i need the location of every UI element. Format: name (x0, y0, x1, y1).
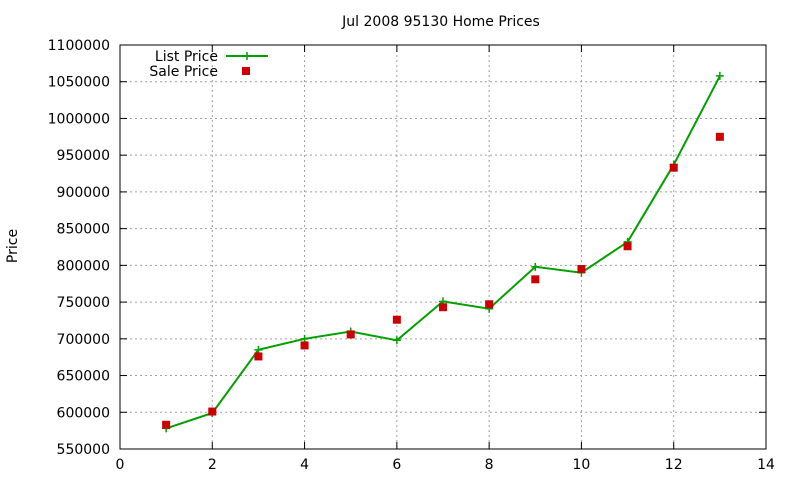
x-tick-label: 6 (392, 457, 401, 473)
sale-price-point (669, 163, 678, 172)
sale-price-point (485, 300, 494, 309)
sale-price-point (300, 341, 309, 350)
legend-marker-list-price (243, 52, 251, 60)
x-tick-label: 8 (485, 457, 494, 473)
sale-price-point (623, 242, 632, 251)
y-tick-label: 1050000 (48, 75, 110, 91)
sale-price-point (577, 265, 586, 274)
y-tick-label: 950000 (57, 148, 110, 164)
sale-price-point (162, 420, 171, 429)
y-tick-label: 550000 (57, 442, 110, 458)
grid (120, 45, 766, 449)
y-tick-label: 800000 (57, 258, 110, 274)
chart-title: Jul 2008 95130 Home Prices (341, 14, 540, 30)
sale-price-point (346, 330, 355, 339)
y-axis-label: Price (5, 229, 21, 263)
legend-label-list-price: List Price (155, 49, 218, 65)
sale-price-point (208, 407, 217, 416)
legend-marker-sale-price (242, 67, 250, 75)
y-tick-label: 750000 (57, 295, 110, 311)
list-price-point (715, 71, 724, 80)
list-price-point (531, 262, 540, 271)
x-tick-label: 10 (573, 457, 591, 473)
x-tick-label: 4 (300, 457, 309, 473)
legend: List Price Sale Price (149, 49, 268, 80)
list-price-point (392, 336, 401, 345)
sale-price-point (439, 303, 447, 312)
x-tick-label: 12 (665, 457, 683, 473)
x-tick-label: 2 (208, 457, 217, 473)
sale-price-point (531, 275, 540, 284)
ticks: 0 2 4 6 8 10 12 14 550000 600000 650000 700000 75000… (48, 38, 775, 473)
x-tick-label: 0 (116, 457, 125, 473)
legend-label-sale-price: Sale Price (149, 64, 218, 80)
plot-frame (119, 44, 767, 450)
sale-price-point (715, 132, 724, 141)
y-tick-label: 1000000 (48, 111, 110, 127)
sale-price-point (392, 315, 401, 324)
series-layer (162, 71, 724, 433)
sale-price-point (254, 352, 263, 361)
y-tick-label: 700000 (57, 332, 110, 348)
y-tick-label: 900000 (57, 185, 110, 201)
y-tick-label: 850000 (57, 222, 110, 238)
y-tick-label: 600000 (57, 405, 110, 421)
y-tick-label: 650000 (57, 369, 110, 385)
x-tick-label: 14 (757, 457, 775, 473)
y-tick-label: 1100000 (48, 38, 110, 54)
